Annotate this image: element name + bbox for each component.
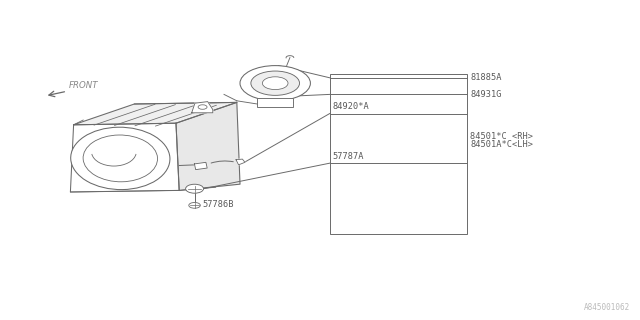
Bar xyxy=(330,74,467,234)
Text: 57786B: 57786B xyxy=(202,200,234,209)
Text: 84931G: 84931G xyxy=(470,90,502,99)
Text: 81885A: 81885A xyxy=(470,73,502,82)
Text: 84501A*C<LH>: 84501A*C<LH> xyxy=(470,140,533,148)
Text: 57787A: 57787A xyxy=(333,152,364,161)
Text: FRONT: FRONT xyxy=(68,81,98,90)
Circle shape xyxy=(186,184,204,193)
Polygon shape xyxy=(191,102,212,113)
Polygon shape xyxy=(70,123,179,192)
Circle shape xyxy=(240,66,310,101)
Ellipse shape xyxy=(70,127,170,189)
Circle shape xyxy=(198,105,207,109)
Text: A845001062: A845001062 xyxy=(584,303,630,312)
Polygon shape xyxy=(236,159,245,165)
Text: 84920*A: 84920*A xyxy=(333,102,369,111)
Circle shape xyxy=(262,77,288,90)
Text: 84501*C <RH>: 84501*C <RH> xyxy=(470,132,533,140)
Circle shape xyxy=(251,71,300,95)
Polygon shape xyxy=(195,162,207,170)
Polygon shape xyxy=(176,102,240,190)
Bar xyxy=(257,98,293,107)
Circle shape xyxy=(189,203,200,208)
Polygon shape xyxy=(74,102,237,125)
